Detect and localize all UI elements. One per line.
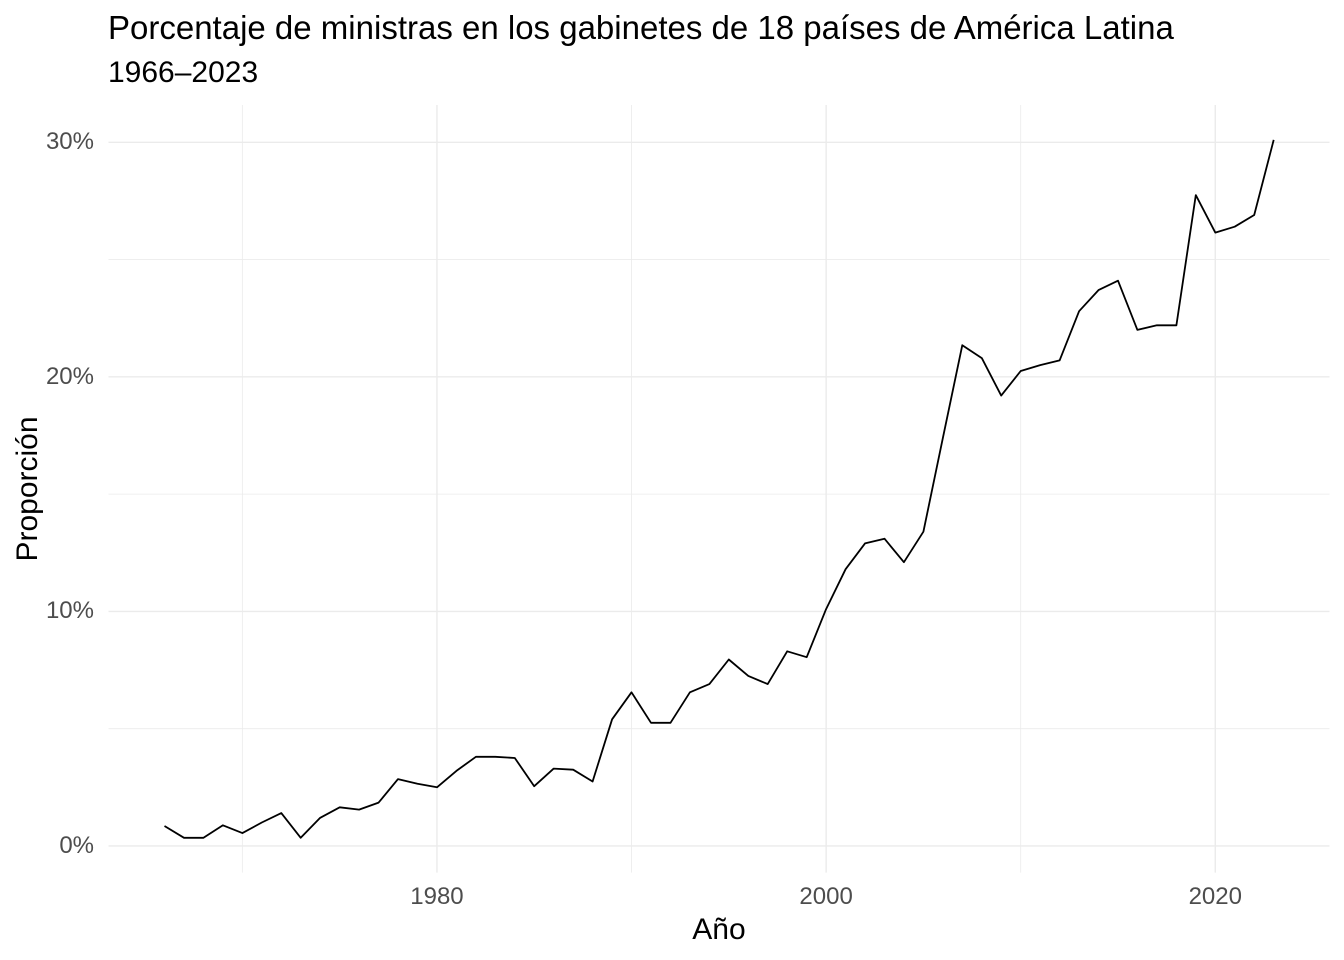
x-tick-label: 2020 [1188, 883, 1242, 910]
y-tick-label: 10% [45, 597, 94, 625]
x-axis-title: Año [692, 913, 746, 946]
y-tick-label: 30% [45, 128, 94, 156]
x-tick-label: 1980 [410, 883, 464, 910]
y-tick-label: 20% [45, 362, 94, 390]
chart-title: Porcentaje de ministras en los gabinetes… [108, 9, 1174, 46]
data-line [164, 139, 1275, 839]
y-axis-title: Proporción [11, 416, 44, 562]
x-tick-label: 2000 [799, 883, 853, 910]
chart-subtitle: 1966–2023 [108, 56, 259, 89]
y-tick-label: 0% [59, 831, 94, 859]
